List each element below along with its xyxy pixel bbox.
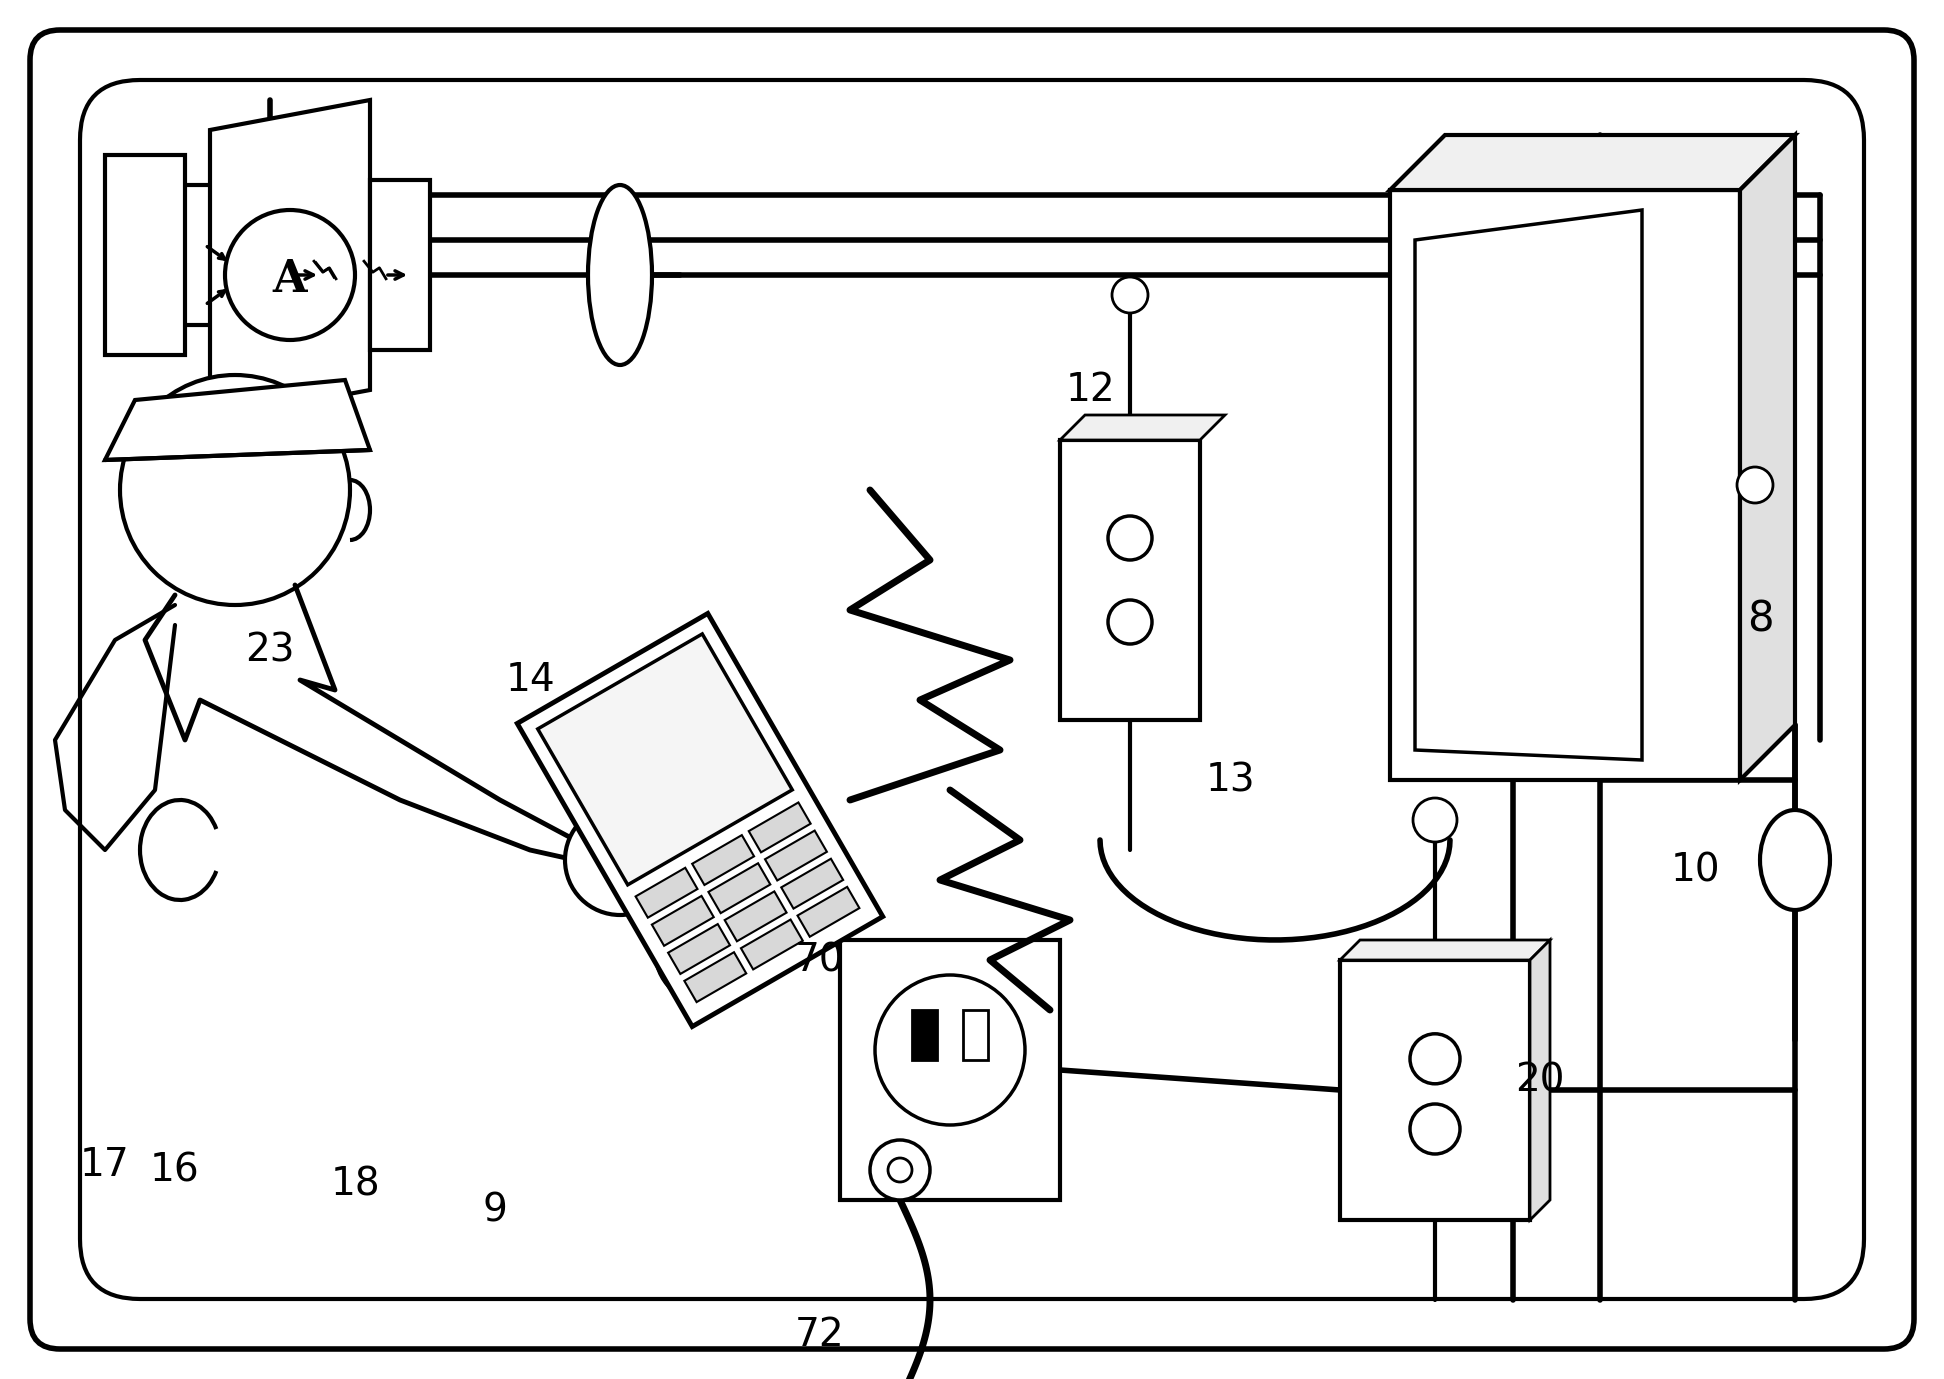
Polygon shape [725, 891, 787, 942]
Text: 17: 17 [80, 1146, 130, 1185]
Polygon shape [684, 953, 746, 1003]
Polygon shape [1530, 940, 1549, 1220]
Bar [1390, 190, 1740, 781]
Bar [1059, 440, 1199, 720]
Text: 20: 20 [1514, 1060, 1565, 1099]
Polygon shape [651, 896, 713, 946]
Circle shape [871, 1140, 929, 1200]
Text: 23: 23 [245, 632, 295, 669]
Polygon shape [1415, 210, 1643, 760]
Circle shape [566, 805, 675, 916]
Polygon shape [797, 887, 859, 936]
Text: 14: 14 [505, 661, 554, 699]
Circle shape [888, 1158, 912, 1182]
Circle shape [1112, 277, 1149, 313]
Bar [962, 1009, 988, 1060]
Polygon shape [538, 634, 793, 885]
Polygon shape [781, 859, 844, 909]
Polygon shape [1059, 415, 1225, 440]
Circle shape [1108, 600, 1153, 644]
FancyBboxPatch shape [29, 30, 1915, 1349]
Polygon shape [1390, 135, 1794, 190]
Text: 9: 9 [482, 1191, 507, 1229]
Ellipse shape [587, 185, 651, 365]
Polygon shape [105, 381, 369, 461]
Polygon shape [1740, 135, 1794, 781]
Polygon shape [708, 863, 770, 913]
Circle shape [1413, 798, 1456, 843]
Polygon shape [636, 867, 698, 917]
Polygon shape [766, 830, 826, 880]
Polygon shape [669, 924, 731, 974]
Polygon shape [517, 614, 883, 1026]
Text: 13: 13 [1205, 761, 1254, 798]
Circle shape [1738, 467, 1773, 503]
Text: A: A [272, 258, 307, 302]
Text: 12: 12 [1065, 371, 1114, 410]
Polygon shape [210, 101, 369, 421]
Text: 18: 18 [330, 1167, 379, 1204]
Circle shape [121, 375, 350, 605]
Text: 8: 8 [1748, 598, 1773, 641]
Bar [105, 154, 185, 354]
Ellipse shape [1759, 809, 1829, 910]
Circle shape [1409, 1105, 1460, 1154]
Text: 16: 16 [150, 1151, 200, 1189]
Polygon shape [748, 803, 811, 852]
Text: 70: 70 [795, 940, 846, 979]
Polygon shape [741, 920, 803, 969]
Circle shape [1108, 516, 1153, 560]
Circle shape [226, 210, 356, 341]
Text: 72: 72 [795, 1316, 846, 1354]
Circle shape [875, 975, 1024, 1125]
FancyBboxPatch shape [80, 80, 1864, 1299]
Circle shape [1409, 1034, 1460, 1084]
Bar [912, 1009, 937, 1060]
Bar [1339, 960, 1530, 1220]
Text: 10: 10 [1670, 851, 1720, 889]
Circle shape [655, 895, 766, 1005]
Bar [369, 181, 430, 350]
Polygon shape [692, 836, 754, 885]
Bar [840, 940, 1059, 1200]
Polygon shape [1339, 940, 1549, 960]
